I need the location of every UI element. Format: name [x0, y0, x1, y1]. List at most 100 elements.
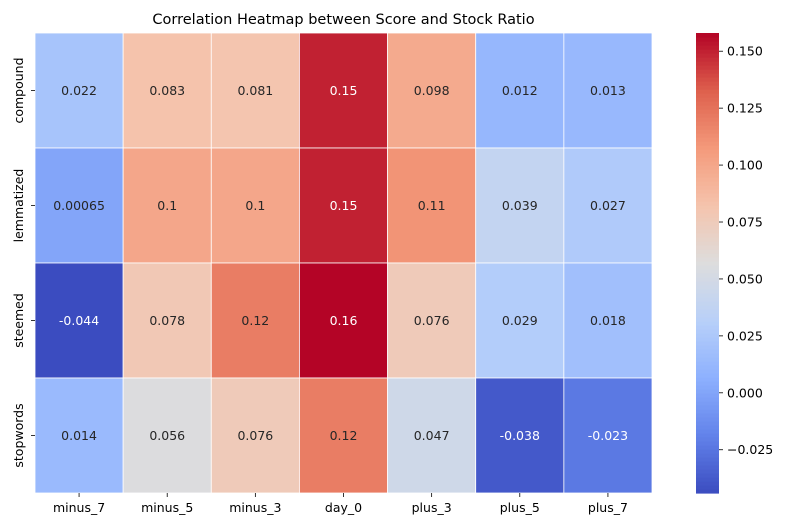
y-axis: compound lemmatized steemed stopwords — [11, 57, 35, 468]
colorbar-segment — [696, 457, 719, 462]
cell-value-label: 0.039 — [502, 198, 538, 213]
colorbar-segment — [696, 277, 719, 282]
y-tick-label: compound — [11, 57, 26, 123]
colorbar-segment — [696, 345, 719, 350]
colorbar-segment — [696, 189, 719, 194]
heatmap-cell — [210, 147, 300, 264]
colorbar-tick-label: 0.025 — [727, 328, 763, 343]
colorbar-segment — [696, 413, 719, 418]
colorbar-segment — [696, 425, 719, 430]
colorbar-segment — [696, 117, 719, 122]
colorbar-segment — [696, 421, 719, 426]
colorbar-segment — [696, 357, 719, 362]
colorbar-segment — [696, 361, 719, 366]
colorbar-segment — [696, 141, 719, 146]
colorbar-segment — [696, 321, 719, 326]
x-tick-label: minus_3 — [229, 500, 281, 515]
colorbar-tick-label: 0.150 — [727, 44, 763, 59]
colorbar-segment — [696, 397, 719, 402]
colorbar-segment — [696, 281, 719, 286]
colorbar-segment — [696, 365, 719, 370]
colorbar-segment — [696, 53, 719, 58]
colorbar-segment — [696, 437, 719, 442]
colorbar-segment — [696, 257, 719, 262]
colorbar-segment — [696, 229, 719, 234]
x-tick-label: minus_5 — [141, 500, 193, 515]
colorbar-segment — [696, 69, 719, 74]
cell-value-label: 0.013 — [590, 83, 626, 98]
colorbar-tick-label: 0.125 — [727, 101, 763, 116]
heatmap-cell — [475, 32, 565, 149]
cell-value-label: 0.056 — [149, 428, 185, 443]
cell-value-label: 0.018 — [590, 313, 626, 328]
colorbar-segment — [696, 197, 719, 202]
colorbar-segment — [696, 129, 719, 134]
colorbar-tick-label: 0.050 — [727, 271, 763, 286]
colorbar-segment — [696, 469, 719, 474]
colorbar-segment — [696, 401, 719, 406]
colorbar-segment — [696, 433, 719, 438]
colorbar-segment — [696, 205, 719, 210]
heatmap-cell — [122, 262, 212, 379]
colorbar-segment — [696, 181, 719, 186]
x-tick-label: day_0 — [325, 500, 362, 515]
colorbar-tick-label: −0.025 — [727, 442, 773, 457]
colorbar-segment — [696, 405, 719, 410]
colorbar-segment — [696, 429, 719, 434]
colorbar-segment — [696, 221, 719, 226]
x-tick-label: plus_7 — [588, 500, 628, 515]
colorbar-segment — [696, 169, 719, 174]
colorbar-segment — [696, 133, 719, 138]
cell-value-label: 0.081 — [237, 83, 273, 98]
colorbar-segment — [696, 209, 719, 214]
colorbar-segment — [696, 33, 719, 38]
colorbar-segment — [696, 149, 719, 154]
cell-value-label: 0.15 — [330, 83, 358, 98]
colorbar-segment — [696, 337, 719, 342]
colorbar-segment — [696, 289, 719, 294]
colorbar-segment — [696, 301, 719, 306]
cell-value-label: 0.1 — [157, 198, 177, 213]
colorbar-tick-label: 0.075 — [727, 215, 763, 230]
colorbar-segment — [696, 201, 719, 206]
colorbar-segment — [696, 125, 719, 130]
heatmap-cell — [122, 32, 212, 149]
cell-value-label: 0.098 — [414, 83, 450, 98]
cell-value-label: -0.044 — [59, 313, 99, 328]
heatmap-cell — [387, 262, 477, 379]
heatmap-cell — [563, 377, 653, 494]
colorbar-segment — [696, 101, 719, 106]
colorbar-segment — [696, 329, 719, 334]
colorbar-segment — [696, 109, 719, 114]
heatmap-cell — [34, 262, 124, 379]
colorbar-segment — [696, 185, 719, 190]
colorbar-segment — [696, 249, 719, 254]
colorbar-segment — [696, 449, 719, 454]
colorbar-segment — [696, 393, 719, 398]
cell-value-label: 0.16 — [330, 313, 358, 328]
colorbar-segment — [696, 305, 719, 310]
cell-value-label: 0.1 — [245, 198, 265, 213]
colorbar-segment — [696, 341, 719, 346]
colorbar-segment — [696, 57, 719, 62]
colorbar-segment — [696, 293, 719, 298]
colorbar-segment — [696, 269, 719, 274]
heatmap-cell — [299, 32, 388, 149]
colorbar-segment — [696, 465, 719, 470]
y-tick-label: steemed — [11, 293, 26, 348]
colorbar-segment — [696, 389, 719, 394]
colorbar-segment — [696, 381, 719, 386]
colorbar-segment — [696, 177, 719, 182]
colorbar-segment — [696, 45, 719, 50]
colorbar-segment — [696, 77, 719, 82]
colorbar-segment — [696, 489, 719, 494]
cell-value-label: 0.076 — [237, 428, 273, 443]
colorbar-segment — [696, 253, 719, 258]
heatmap-cell — [34, 147, 124, 264]
colorbar-segment — [696, 41, 719, 46]
colorbar-segment — [696, 245, 719, 250]
heatmap-cell — [387, 147, 477, 264]
colorbar-segment — [696, 137, 719, 142]
colorbar-segment — [696, 409, 719, 414]
